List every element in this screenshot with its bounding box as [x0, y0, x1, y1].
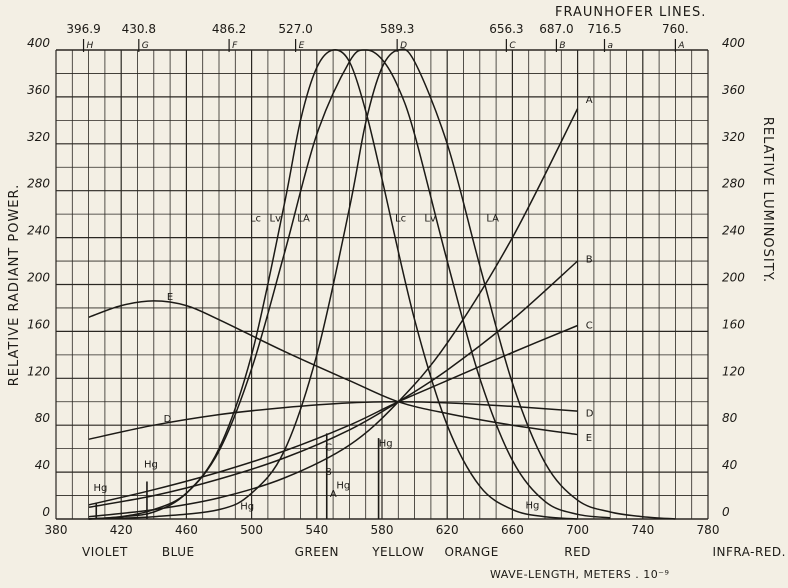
y-tick-label-right: 400	[722, 36, 745, 50]
y-tick-label-right: 240	[722, 224, 745, 238]
y-tick-label-left: 0	[42, 505, 50, 519]
series-line-b	[88, 260, 579, 509]
fraunhofer-letter: A	[677, 41, 684, 51]
curve-label: A	[330, 489, 337, 500]
y-tick-label-right: 80	[722, 411, 738, 425]
fraunhofer-letter: G	[142, 41, 149, 51]
curve-label: E	[167, 292, 173, 303]
fraunhofer-letter: H	[87, 41, 94, 51]
series-line-lv	[88, 49, 611, 520]
x-tick-label: 580	[371, 523, 394, 537]
curve-label: D	[586, 408, 594, 419]
x-tick-label: 740	[631, 523, 654, 537]
series-layer	[88, 48, 676, 520]
fraunhofer-letter: B	[559, 41, 565, 51]
mercury-label: Hg	[240, 502, 254, 513]
curve-label: LA	[297, 214, 310, 225]
fraunhofer-wavelength: 527.0	[278, 22, 312, 36]
y-tick-label-left: 200	[27, 271, 50, 285]
fraunhofer-wavelength: 396.9	[66, 22, 100, 36]
y-tick-label-left: 320	[27, 130, 50, 144]
color-band-label: YELLOW	[371, 545, 424, 559]
curve-label: Lc	[250, 214, 261, 225]
y-axis-right-label: RELATIVE LUMINOSITY.	[760, 117, 775, 283]
x-tick-label: 660	[501, 523, 524, 537]
y-tick-label-right: 40	[722, 458, 738, 472]
curve-label: Lc	[395, 214, 406, 225]
x-tick-label: 380	[45, 523, 68, 537]
y-tick-label-right: 160	[722, 317, 745, 331]
y-axis-left-label: RELATIVE RADIANT POWER.	[7, 184, 22, 386]
curve-label: D	[164, 414, 172, 425]
y-tick-label-right: 320	[722, 130, 745, 144]
curve-label: E	[586, 433, 592, 444]
fraunhofer-letter: C	[509, 41, 516, 51]
series-line-e	[88, 300, 578, 436]
mercury-label: Hg	[379, 438, 393, 449]
x-tick-label: 700	[566, 523, 589, 537]
y-tick-label-left: 120	[27, 364, 50, 378]
color-band-label: GREEN	[295, 545, 339, 559]
y-tick-label-right: 120	[722, 364, 745, 378]
series-line-d	[88, 401, 578, 441]
x-tick-label: 420	[110, 523, 133, 537]
color-band-label: BLUE	[162, 545, 195, 559]
y-tick-label-right: 200	[722, 271, 745, 285]
curve-label: Lv	[270, 214, 282, 225]
fraunhofer-letter: F	[232, 41, 238, 51]
y-tick-label-left: 80	[35, 411, 51, 425]
mercury-label: Hg	[144, 459, 158, 470]
y-tick-label-left: 40	[35, 458, 51, 472]
y-tick-label-right: 360	[722, 83, 745, 97]
mercury-label: Hg	[93, 483, 107, 494]
fraunhofer-letter: a	[607, 41, 613, 51]
curve-label: LA	[486, 214, 499, 225]
fraunhofer-wavelength: 760.	[662, 22, 689, 36]
mercury-lines: Hg Hg Hg Hg Hg Hg	[93, 433, 539, 519]
fraunhofer-wavelength: 656.3	[489, 22, 523, 36]
fraunhofer-lines: 396.9 H 430.8 G 486.2 F 527.0 E 589.3 D 656.3 C 687.…	[66, 22, 689, 52]
series-line-c	[88, 324, 578, 506]
y-tick-label-left: 160	[27, 317, 50, 331]
x-tick-label: 500	[240, 523, 263, 537]
curve-label: C	[325, 442, 332, 453]
series-line-la	[88, 48, 676, 520]
x-tick-label: 540	[305, 523, 328, 537]
x-tick-label: 780	[697, 523, 720, 537]
fraunhofer-wavelength: 430.8	[122, 22, 156, 36]
y-tick-label-left: 360	[27, 83, 50, 97]
color-band-label: ORANGE	[444, 545, 498, 559]
y-tick-label-right: 0	[722, 505, 730, 519]
y-tick-label-left: 280	[27, 177, 50, 191]
mercury-label: Hg	[336, 481, 350, 492]
fraunhofer-wavelength: 687.0	[539, 22, 573, 36]
curve-label: A	[586, 95, 593, 106]
fraunhofer-wavelength: 589.3	[380, 22, 414, 36]
curve-label: B	[325, 467, 332, 478]
curve-label: C	[586, 320, 593, 331]
curve-label: B	[586, 255, 593, 266]
color-band-label: VIOLET	[82, 545, 128, 559]
x-tick-label: 460	[175, 523, 198, 537]
fraunhofer-wavelength: 486.2	[212, 22, 246, 36]
fraunhofer-wavelength: 716.5	[587, 22, 621, 36]
y-tick-label-left: 240	[27, 224, 50, 238]
x-axis-label: WAVE-LENGTH, METERS . 10⁻⁹	[490, 568, 669, 581]
fraunhofer-letter: E	[299, 41, 305, 51]
x-tick-label: 620	[436, 523, 459, 537]
mercury-label: Hg	[525, 500, 539, 511]
curve-label: Lv	[424, 214, 436, 225]
y-tick-label-left: 400	[27, 36, 50, 50]
color-band-label: INFRA-RED.	[712, 545, 786, 559]
series-line-a	[88, 108, 579, 518]
chart-title: FRAUNHOFER LINES.	[555, 5, 706, 20]
y-tick-label-right: 280	[722, 177, 745, 191]
fraunhofer-letter: D	[400, 41, 407, 51]
color-band-label: RED	[564, 545, 591, 559]
